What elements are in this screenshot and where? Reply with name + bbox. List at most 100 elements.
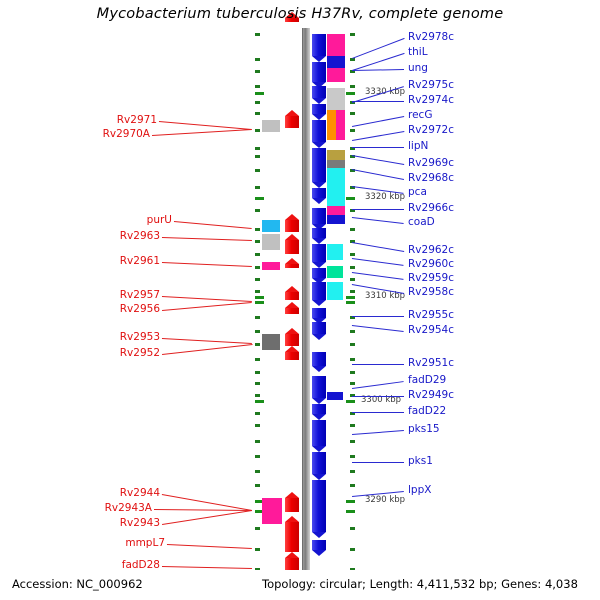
feature-block[interactable] [327, 34, 345, 56]
gene-label-left[interactable]: purU [146, 214, 172, 226]
gene-feature-reverse[interactable] [312, 104, 326, 120]
gene-label-left[interactable]: Rv2953 [119, 331, 160, 343]
feature-block[interactable] [327, 150, 345, 160]
gene-label-right[interactable]: Rv2969c [408, 157, 455, 169]
gene-feature-reverse[interactable] [312, 282, 326, 306]
gene-label-right[interactable]: coaD [408, 216, 435, 228]
gene-feature-reverse[interactable] [312, 404, 326, 420]
gene-feature-reverse[interactable] [312, 308, 326, 324]
gene-label-right[interactable]: Rv2955c [408, 309, 455, 321]
gene-feature-forward[interactable] [285, 302, 299, 314]
gene-feature-forward[interactable] [285, 346, 299, 360]
gene-label-right[interactable]: fadD29 [408, 374, 447, 386]
gene-label-right[interactable]: pca [408, 186, 427, 198]
gene-label-right[interactable]: lppX [408, 484, 432, 496]
gene-label-right[interactable]: Rv2975c [408, 79, 455, 91]
gene-feature-reverse[interactable] [312, 62, 326, 88]
gene-feature-reverse[interactable] [312, 188, 326, 204]
feature-block[interactable] [327, 56, 345, 68]
gene-feature-forward[interactable] [285, 110, 299, 128]
feature-block[interactable] [262, 220, 280, 232]
gene-feature-forward[interactable] [285, 234, 299, 254]
gene-label-right[interactable]: Rv2966c [408, 202, 455, 214]
feature-block[interactable] [327, 68, 345, 82]
gene-label-left[interactable]: Rv2970A [102, 128, 150, 140]
feature-block[interactable] [327, 392, 343, 400]
gene-feature-reverse[interactable] [312, 228, 326, 244]
gene-label-left[interactable]: Rv2963 [119, 230, 160, 242]
feature-block[interactable] [327, 160, 345, 168]
gene-label-right[interactable]: pks1 [408, 455, 433, 467]
gene-feature-reverse[interactable] [312, 208, 326, 230]
gene-feature-forward[interactable] [285, 12, 299, 22]
feature-block[interactable] [262, 234, 280, 250]
gene-label-left[interactable]: Rv2952 [119, 347, 160, 359]
gene-label-right[interactable]: fadD22 [408, 405, 447, 417]
gene-label-left[interactable]: Rv2961 [119, 255, 160, 267]
feature-block[interactable] [327, 168, 345, 206]
gene-feature-forward[interactable] [285, 286, 299, 300]
gene-feature-forward[interactable] [285, 328, 299, 346]
gene-label-right[interactable]: Rv2968c [408, 172, 455, 184]
feature-block[interactable] [262, 262, 280, 270]
feature-block[interactable] [327, 110, 336, 140]
feature-block[interactable] [327, 88, 345, 110]
feature-block[interactable] [262, 498, 282, 524]
gene-feature-forward[interactable] [285, 258, 299, 268]
gene-label-right[interactable]: Rv2978c [408, 31, 455, 43]
gene-label-left[interactable]: Rv2956 [119, 303, 160, 315]
ruler-tick [255, 228, 260, 231]
gene-label-right[interactable]: Rv2972c [408, 124, 455, 136]
gene-feature-reverse[interactable] [312, 244, 326, 268]
gene-label-right[interactable]: Rv2954c [408, 324, 455, 336]
gene-feature-reverse[interactable] [312, 268, 326, 284]
gene-feature-reverse[interactable] [312, 34, 326, 62]
gene-feature-reverse[interactable] [312, 120, 326, 148]
feature-block[interactable] [327, 244, 343, 260]
feature-block[interactable] [336, 110, 345, 140]
gene-feature-reverse[interactable] [312, 352, 326, 372]
gene-feature-reverse[interactable] [312, 452, 326, 480]
gene-label-left[interactable]: Rv2943 [119, 517, 160, 529]
gene-feature-reverse[interactable] [312, 86, 326, 104]
gene-feature-forward[interactable] [285, 214, 299, 232]
gene-label-left[interactable]: Rv2957 [119, 289, 160, 301]
gene-label-right[interactable]: thiL [408, 46, 428, 58]
feature-block[interactable] [327, 215, 345, 224]
feature-block[interactable] [327, 266, 343, 278]
gene-label-left[interactable]: Rv2943A [104, 502, 152, 514]
gene-label-right[interactable]: Rv2960c [408, 258, 455, 270]
gene-label-right[interactable]: Rv2974c [408, 94, 455, 106]
gene-label-right[interactable]: Rv2958c [408, 286, 455, 298]
feature-block[interactable] [327, 282, 343, 300]
feature-block[interactable] [262, 334, 280, 350]
gene-label-left[interactable]: mmpL7 [125, 537, 165, 549]
gene-label-right[interactable]: Rv2962c [408, 244, 455, 256]
feature-block[interactable] [327, 206, 345, 215]
gene-feature-reverse[interactable] [312, 322, 326, 340]
gene-label-right[interactable]: ung [408, 62, 428, 74]
gene-feature-reverse[interactable] [312, 420, 326, 452]
gene-label-left[interactable]: fadD28 [121, 559, 160, 571]
gene-label-right[interactable]: pks15 [408, 423, 440, 435]
gene-feature-reverse[interactable] [312, 480, 326, 538]
gene-feature-reverse[interactable] [312, 540, 326, 556]
gene-label-right[interactable]: Rv2949c [408, 389, 455, 401]
ruler-tick [350, 316, 355, 319]
gene-label-right[interactable]: lipN [408, 140, 429, 152]
gene-feature-reverse[interactable] [312, 148, 326, 188]
leader-line [352, 101, 404, 102]
gene-label-right[interactable]: recG [408, 109, 433, 121]
leader-line [162, 302, 253, 311]
gene-feature-reverse[interactable] [312, 376, 326, 404]
gene-feature-forward[interactable] [285, 492, 299, 512]
gene-label-left[interactable]: Rv2971 [116, 114, 157, 126]
ruler-tick [255, 330, 260, 333]
gene-feature-forward[interactable] [285, 516, 299, 552]
ruler-tick [346, 301, 355, 304]
feature-block[interactable] [262, 120, 280, 132]
gene-label-right[interactable]: Rv2951c [408, 357, 455, 369]
gene-label-left[interactable]: Rv2944 [119, 487, 160, 499]
gene-label-right[interactable]: Rv2959c [408, 272, 455, 284]
